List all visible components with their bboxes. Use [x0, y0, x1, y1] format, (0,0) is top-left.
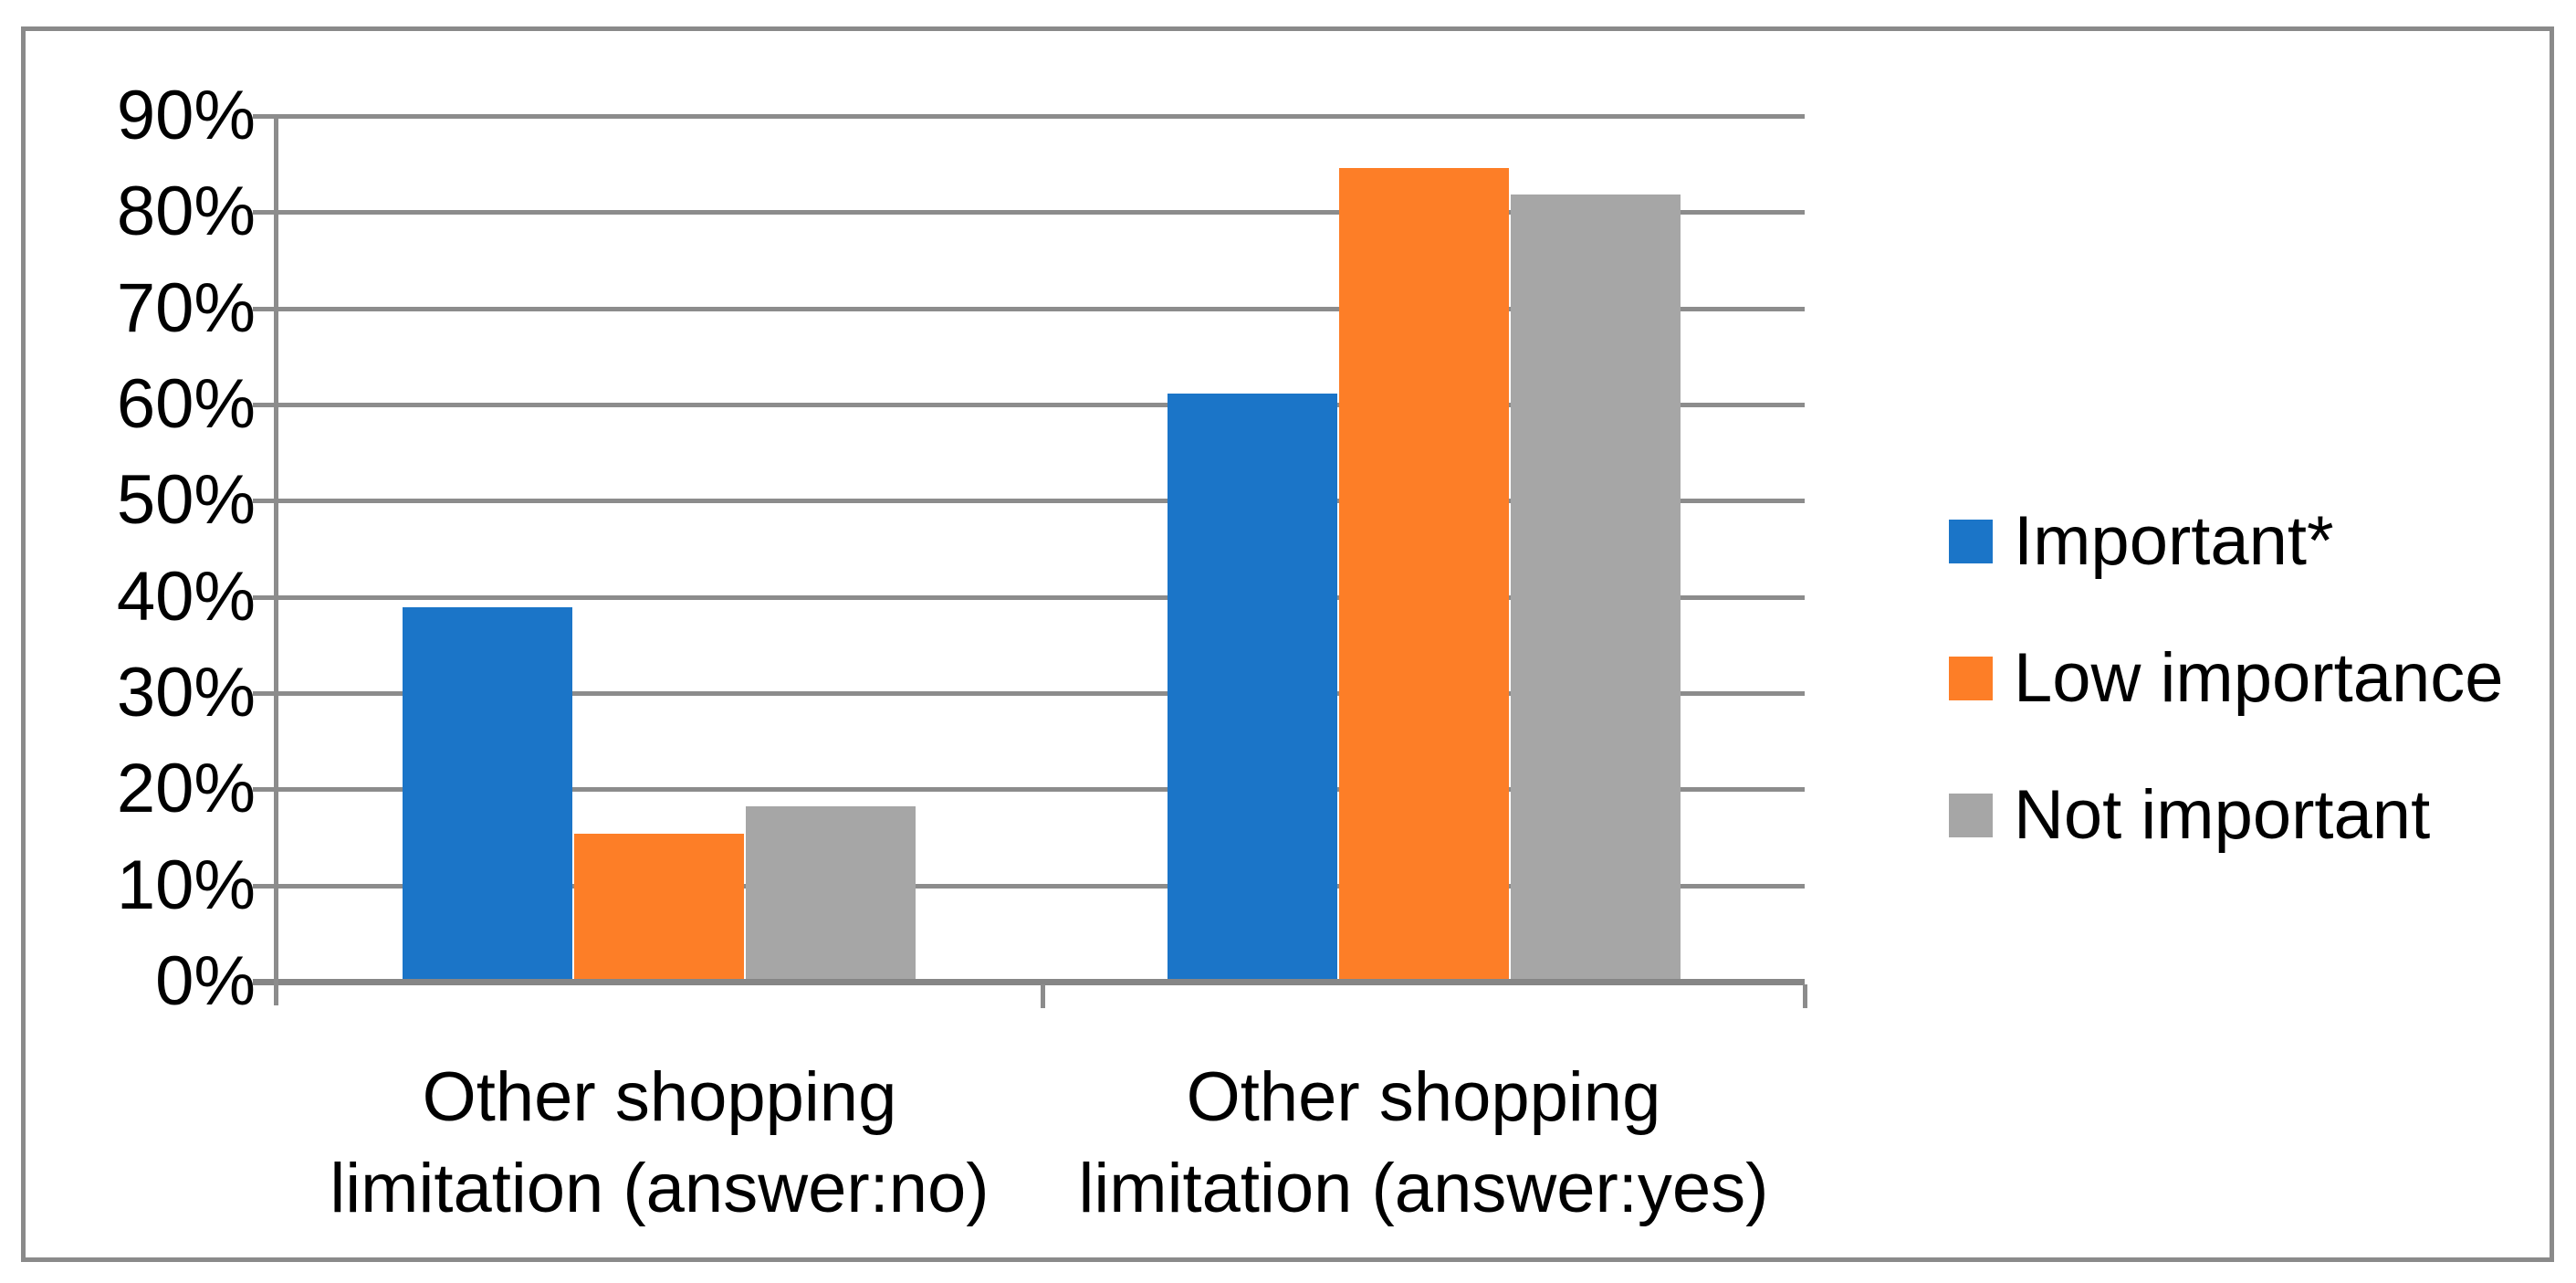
y-tick-label-90: 90%: [116, 77, 256, 154]
gridline-20: [253, 787, 1805, 793]
x-category-label-0: Other shopping limitation (answer:no): [277, 1052, 1043, 1235]
chart-frame: 0% 10% 20% 30% 40% 50% 60% 70% 80% 90% Other shop…: [21, 26, 2554, 1262]
x-category-label-0-line-0: Other shopping: [422, 1058, 897, 1136]
gridline-10: [253, 883, 1805, 889]
y-tick-label-20: 20%: [116, 750, 256, 828]
legend-label: Important*: [2014, 502, 2334, 580]
gridline-70: [253, 306, 1805, 311]
y-tick-label-50: 50%: [116, 461, 256, 540]
y-tick-label-60: 60%: [116, 365, 256, 443]
gridline-90: [253, 114, 1805, 119]
y-axis-line: [274, 116, 278, 1005]
y-tick-label-0: 0%: [155, 942, 256, 1020]
bar-low-importance-cat0: [574, 833, 744, 982]
gridline-60: [253, 403, 1805, 407]
legend-label: Low importance: [2014, 639, 2504, 717]
legend-item-not-important: Not important: [1949, 781, 2504, 850]
x-axis-line: [253, 979, 1805, 985]
gridline-50: [253, 499, 1805, 504]
y-tick-label-70: 70%: [116, 268, 256, 347]
x-category-label-0-line-1: limitation (answer:no): [330, 1150, 990, 1227]
x-category-label-1-line-1: limitation (answer:yes): [1078, 1150, 1769, 1227]
y-tick-label-10: 10%: [116, 846, 256, 924]
legend-swatch-icon: [1949, 657, 1993, 700]
legend-swatch-icon: [1949, 520, 1993, 563]
bar-low-importance-cat1: [1339, 167, 1509, 982]
legend: Important* Low importance Not important: [1949, 507, 2504, 850]
gridline-80: [253, 210, 1805, 216]
x-category-label-1: Other shopping limitation (answer:yes): [1041, 1052, 1807, 1235]
y-tick-label-80: 80%: [116, 173, 256, 251]
legend-label: Not important: [2014, 776, 2431, 854]
legend-swatch-icon: [1949, 794, 1993, 837]
bar-important-cat1: [1168, 394, 1337, 982]
x-category-label-1-line-0: Other shopping: [1186, 1058, 1661, 1136]
y-tick-label-40: 40%: [116, 557, 256, 636]
bar-not-important-cat1: [1511, 195, 1681, 982]
x-axis-tick-0: [1041, 984, 1045, 1008]
gridline-30: [253, 691, 1805, 696]
legend-item-low-importance: Low importance: [1949, 644, 2504, 713]
bar-not-important-cat0: [746, 806, 916, 982]
y-tick-label-30: 30%: [116, 654, 256, 731]
gridline-40: [253, 594, 1805, 600]
x-axis-tick-1: [1803, 984, 1807, 1008]
bar-important-cat0: [403, 607, 572, 982]
legend-item-important: Important*: [1949, 507, 2504, 576]
